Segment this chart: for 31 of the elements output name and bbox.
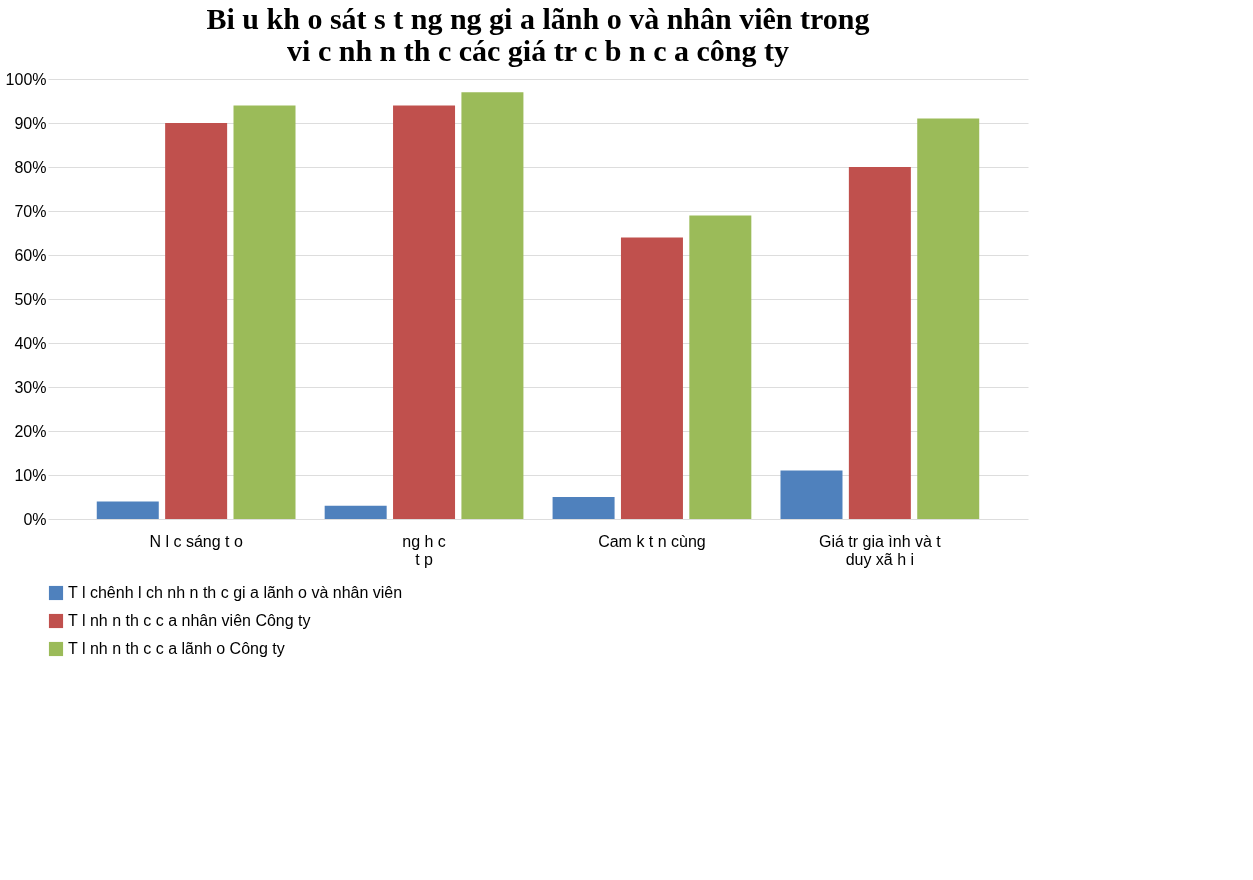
x-tick-label: Giá tr gia ình và t duy xã h i [818,532,942,568]
y-tick-label: 10% [14,466,47,484]
y-tick-label: 20% [14,422,47,440]
x-tick-label: N l c sáng t o [149,532,243,550]
bar [324,505,387,519]
y-tick-label: 60% [14,246,47,264]
bar [393,105,456,519]
y-tick-label: 40% [14,334,47,352]
bar [552,497,615,519]
y-tick-label: 90% [14,114,47,132]
bar [461,92,524,519]
bar [233,105,296,519]
legend-label: T l chênh l ch nh n th c gi a lãnh o và nhân viên [68,584,403,601]
x-tick-label: Cam k t n cùng [598,532,706,550]
bar [780,470,843,519]
y-tick-label: 70% [14,202,47,220]
bar [689,215,752,519]
y-tick-label: 100% [5,70,47,88]
bar [96,501,159,519]
bar [917,118,980,519]
bar [620,237,683,519]
y-tick-label: 0% [23,510,47,528]
bar [165,123,228,519]
y-tick-label: 80% [14,158,47,176]
chart-title: Bi u kh o sát s t ng ng gi a lãnh o và nhân viên trong vi c nh n th c các giá tr c b n c a công ty [206,2,870,67]
y-tick-label: 30% [14,378,47,396]
legend-label: T l nh n th c c a lãnh o Công ty [68,640,285,657]
x-tick-label: ng h c t p [402,532,446,568]
y-tick-label: 50% [14,290,47,308]
bar [848,167,911,519]
legend-label: T l nh n th c c a nhân viên Công ty [68,612,311,629]
